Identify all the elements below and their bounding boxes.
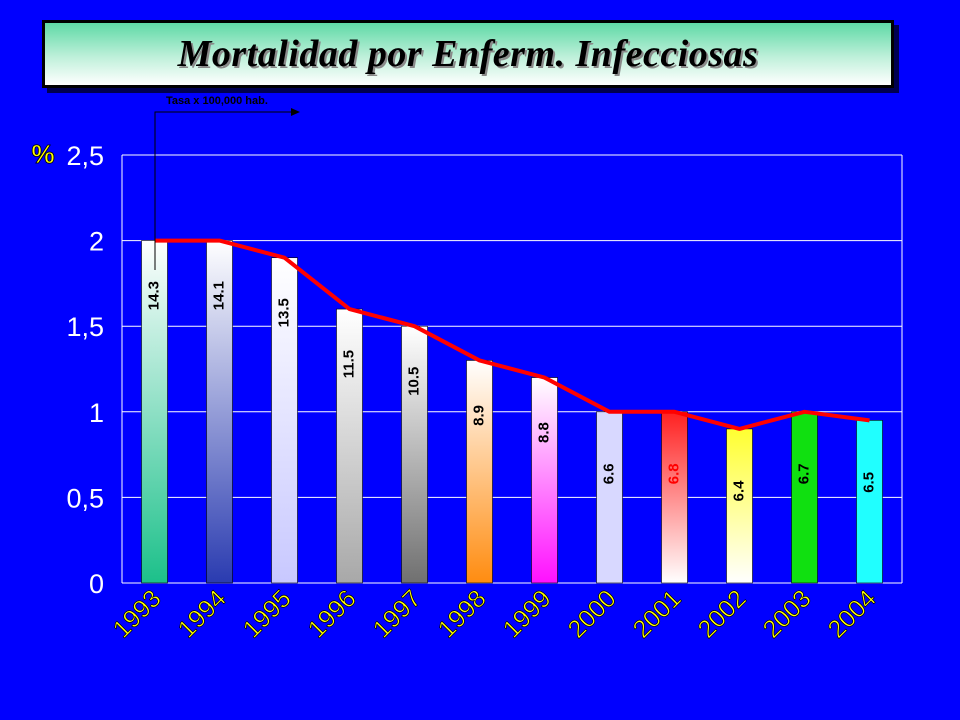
subtitle-arrowhead bbox=[291, 108, 300, 116]
bar bbox=[141, 240, 168, 584]
grid-layer bbox=[121, 154, 903, 584]
data-label: 6.7 bbox=[795, 463, 812, 484]
y-tick-label: 1,5 bbox=[66, 312, 104, 342]
x-tick-label: 2003 bbox=[758, 584, 817, 643]
data-label: 6.4 bbox=[730, 480, 747, 502]
data-label: 8.9 bbox=[470, 405, 487, 426]
x-tick-label: 1993 bbox=[108, 584, 167, 643]
bar bbox=[466, 360, 493, 584]
data-label: 13.5 bbox=[275, 298, 292, 327]
chart-title: Mortalidad por Enferm. Infecciosas bbox=[177, 33, 759, 75]
bar bbox=[401, 325, 428, 584]
bar-layer bbox=[141, 240, 883, 584]
bar bbox=[531, 377, 558, 584]
line-layer bbox=[154, 238, 870, 431]
bar bbox=[791, 411, 818, 584]
chart-title-box: Mortalidad por Enferm. Infecciosas bbox=[42, 20, 894, 88]
x-tick-label: 1994 bbox=[173, 584, 232, 643]
x-tick-label: 1999 bbox=[498, 584, 557, 643]
data-label: 6.6 bbox=[600, 463, 617, 484]
x-tick-label: 1996 bbox=[303, 584, 362, 643]
x-tick-label: 2000 bbox=[563, 584, 622, 643]
data-label: 14.1 bbox=[210, 281, 227, 310]
data-label: 10.5 bbox=[405, 367, 422, 396]
x-tick-label: 1997 bbox=[368, 584, 427, 643]
data-label: 14.3 bbox=[145, 281, 162, 310]
data-label: 11.5 bbox=[340, 350, 357, 378]
bar bbox=[856, 420, 883, 584]
x-tick-label: 1998 bbox=[433, 584, 492, 643]
x-tick-label: 2004 bbox=[823, 584, 882, 643]
y-tick-label: 2,5 bbox=[66, 141, 104, 171]
x-tick-label: 1995 bbox=[238, 584, 297, 643]
data-label: 6.5 bbox=[860, 472, 877, 493]
bar bbox=[661, 411, 688, 584]
y-axis-label: % bbox=[31, 139, 54, 169]
chart-subtitle: Tasa x 100,000 hab. bbox=[166, 95, 268, 107]
label-layer: 14.3 14.1 13.5 11.5 10.5 8.9 8.8 6.6 6.8 6.4 6.7 6.… bbox=[145, 281, 877, 501]
y-tick-label: 0,5 bbox=[66, 483, 104, 513]
y-tick-label: 1 bbox=[89, 398, 104, 428]
bar bbox=[336, 308, 363, 584]
subtitle-pointer-line bbox=[154, 111, 292, 270]
trend-line bbox=[154, 238, 870, 431]
bar bbox=[206, 240, 233, 584]
bar bbox=[726, 428, 753, 584]
data-label: 8.8 bbox=[535, 422, 552, 443]
x-tick-label: 2002 bbox=[693, 584, 752, 643]
data-label: 6.8 bbox=[665, 463, 682, 484]
annotation-layer bbox=[154, 108, 300, 270]
bar bbox=[271, 257, 298, 584]
x-tick-label: 2001 bbox=[628, 584, 687, 643]
bar bbox=[596, 411, 623, 584]
y-tick-label: 0 bbox=[89, 569, 104, 599]
y-tick-label: 2 bbox=[89, 227, 104, 257]
